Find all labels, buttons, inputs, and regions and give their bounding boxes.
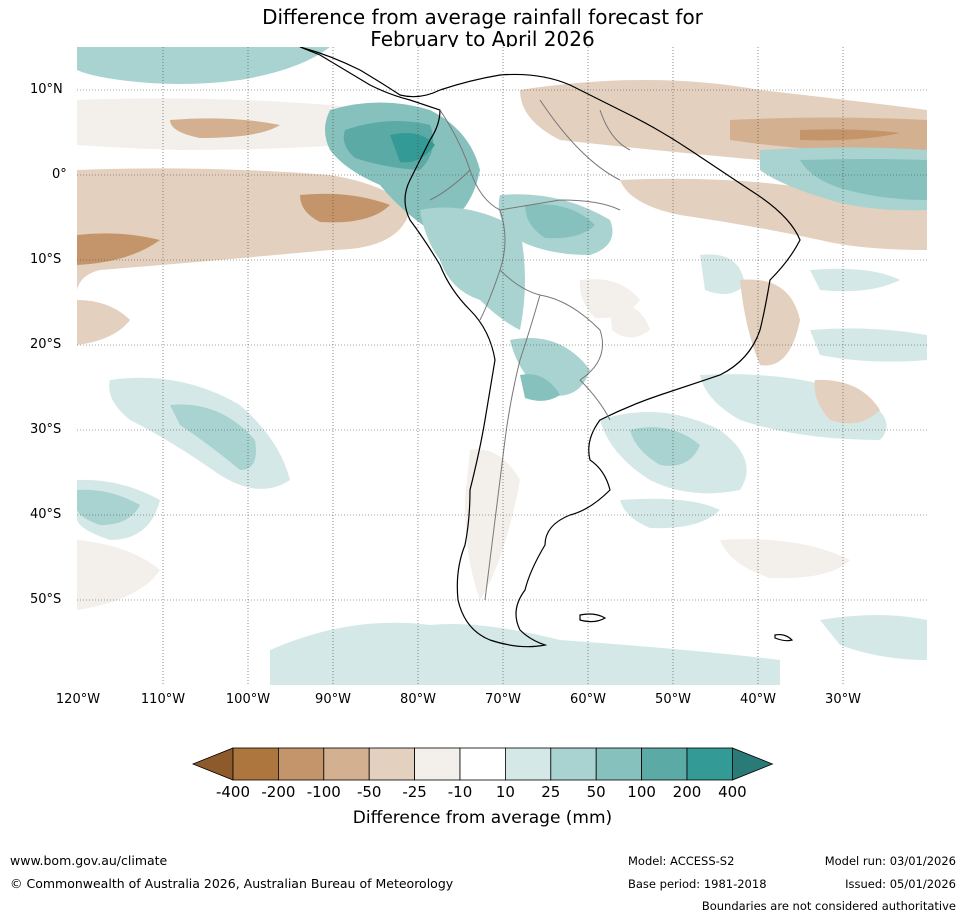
lon-label-110w: 110°W [140, 692, 186, 707]
colorbar-tick-label: -100 [306, 783, 341, 801]
colorbar-tick-label: -50 [356, 783, 382, 801]
map-area [77, 47, 927, 685]
colorbar-swatch [686, 747, 733, 781]
colorbar-swatch [368, 747, 416, 781]
colorbar-tick-label: 400 [718, 783, 747, 801]
lat-label-30s: 30°S [30, 422, 62, 437]
lon-label-60w: 60°W [570, 692, 606, 707]
lon-label-70w: 70°W [485, 692, 521, 707]
colorbar-tick-label: -25 [402, 783, 427, 801]
footer-issued: Issued: 05/01/2026 [845, 877, 956, 891]
lat-label-0: 0° [52, 167, 67, 182]
colorbar-tick-label: -200 [261, 783, 296, 801]
coastlines [299, 47, 801, 648]
colorbar [191, 747, 774, 781]
colorbar-swatch [459, 747, 506, 781]
anomaly-shading [77, 47, 927, 685]
footer-base-period: Base period: 1981-2018 [628, 877, 767, 891]
lon-label-90w: 90°W [315, 692, 351, 707]
colorbar-tick-label: 25 [541, 783, 561, 801]
lat-label-10s: 10°S [30, 252, 62, 267]
colorbar-swatch [232, 747, 279, 781]
colorbar-swatch [414, 747, 461, 781]
lon-label-50w: 50°W [655, 692, 691, 707]
lon-label-100w: 100°W [225, 692, 271, 707]
footer-model-run: Model run: 03/01/2026 [824, 854, 956, 868]
colorbar-swatch [550, 747, 597, 781]
footer-copyright: © Commonwealth of Australia 2026, Austra… [10, 876, 454, 891]
colorbar-swatch [504, 747, 552, 781]
colorbar-swatch [277, 747, 325, 781]
lon-label-40w: 40°W [740, 692, 776, 707]
lat-label-20s: 20°S [30, 337, 62, 352]
colorbar-tick-label: 200 [672, 783, 702, 801]
colorbar-swatch [595, 747, 643, 781]
colorbar-swatch [641, 747, 688, 781]
lat-label-40s: 40°S [30, 507, 62, 522]
lat-label-10n: 10°N [30, 82, 63, 97]
country-borders [429, 99, 631, 601]
colorbar-arrow-left [191, 747, 234, 781]
colorbar-tick-label: -10 [447, 783, 473, 801]
colorbar-tick-label: 100 [627, 783, 656, 801]
lon-label-80w: 80°W [400, 692, 436, 707]
footer-model: Model: ACCESS-S2 [628, 854, 735, 868]
colorbar-swatch [323, 747, 370, 781]
lon-label-120w: 120°W [55, 692, 101, 707]
footer-url: www.bom.gov.au/climate [10, 853, 168, 868]
lat-label-50s: 50°S [30, 592, 62, 607]
gridlines [77, 47, 927, 685]
footer-disclaimer: Boundaries are not considered authoritat… [701, 899, 956, 913]
colorbar-tick-label: 50 [586, 783, 606, 801]
lon-label-30w: 30°W [825, 692, 861, 707]
colorbar-tick-label: 10 [495, 783, 515, 801]
title-line-1: Difference from average rainfall forecas… [262, 5, 703, 29]
colorbar-label: Difference from average (mm) [352, 808, 613, 828]
colorbar-tick-label: -400 [215, 783, 251, 801]
colorbar-arrow-right [732, 747, 774, 781]
